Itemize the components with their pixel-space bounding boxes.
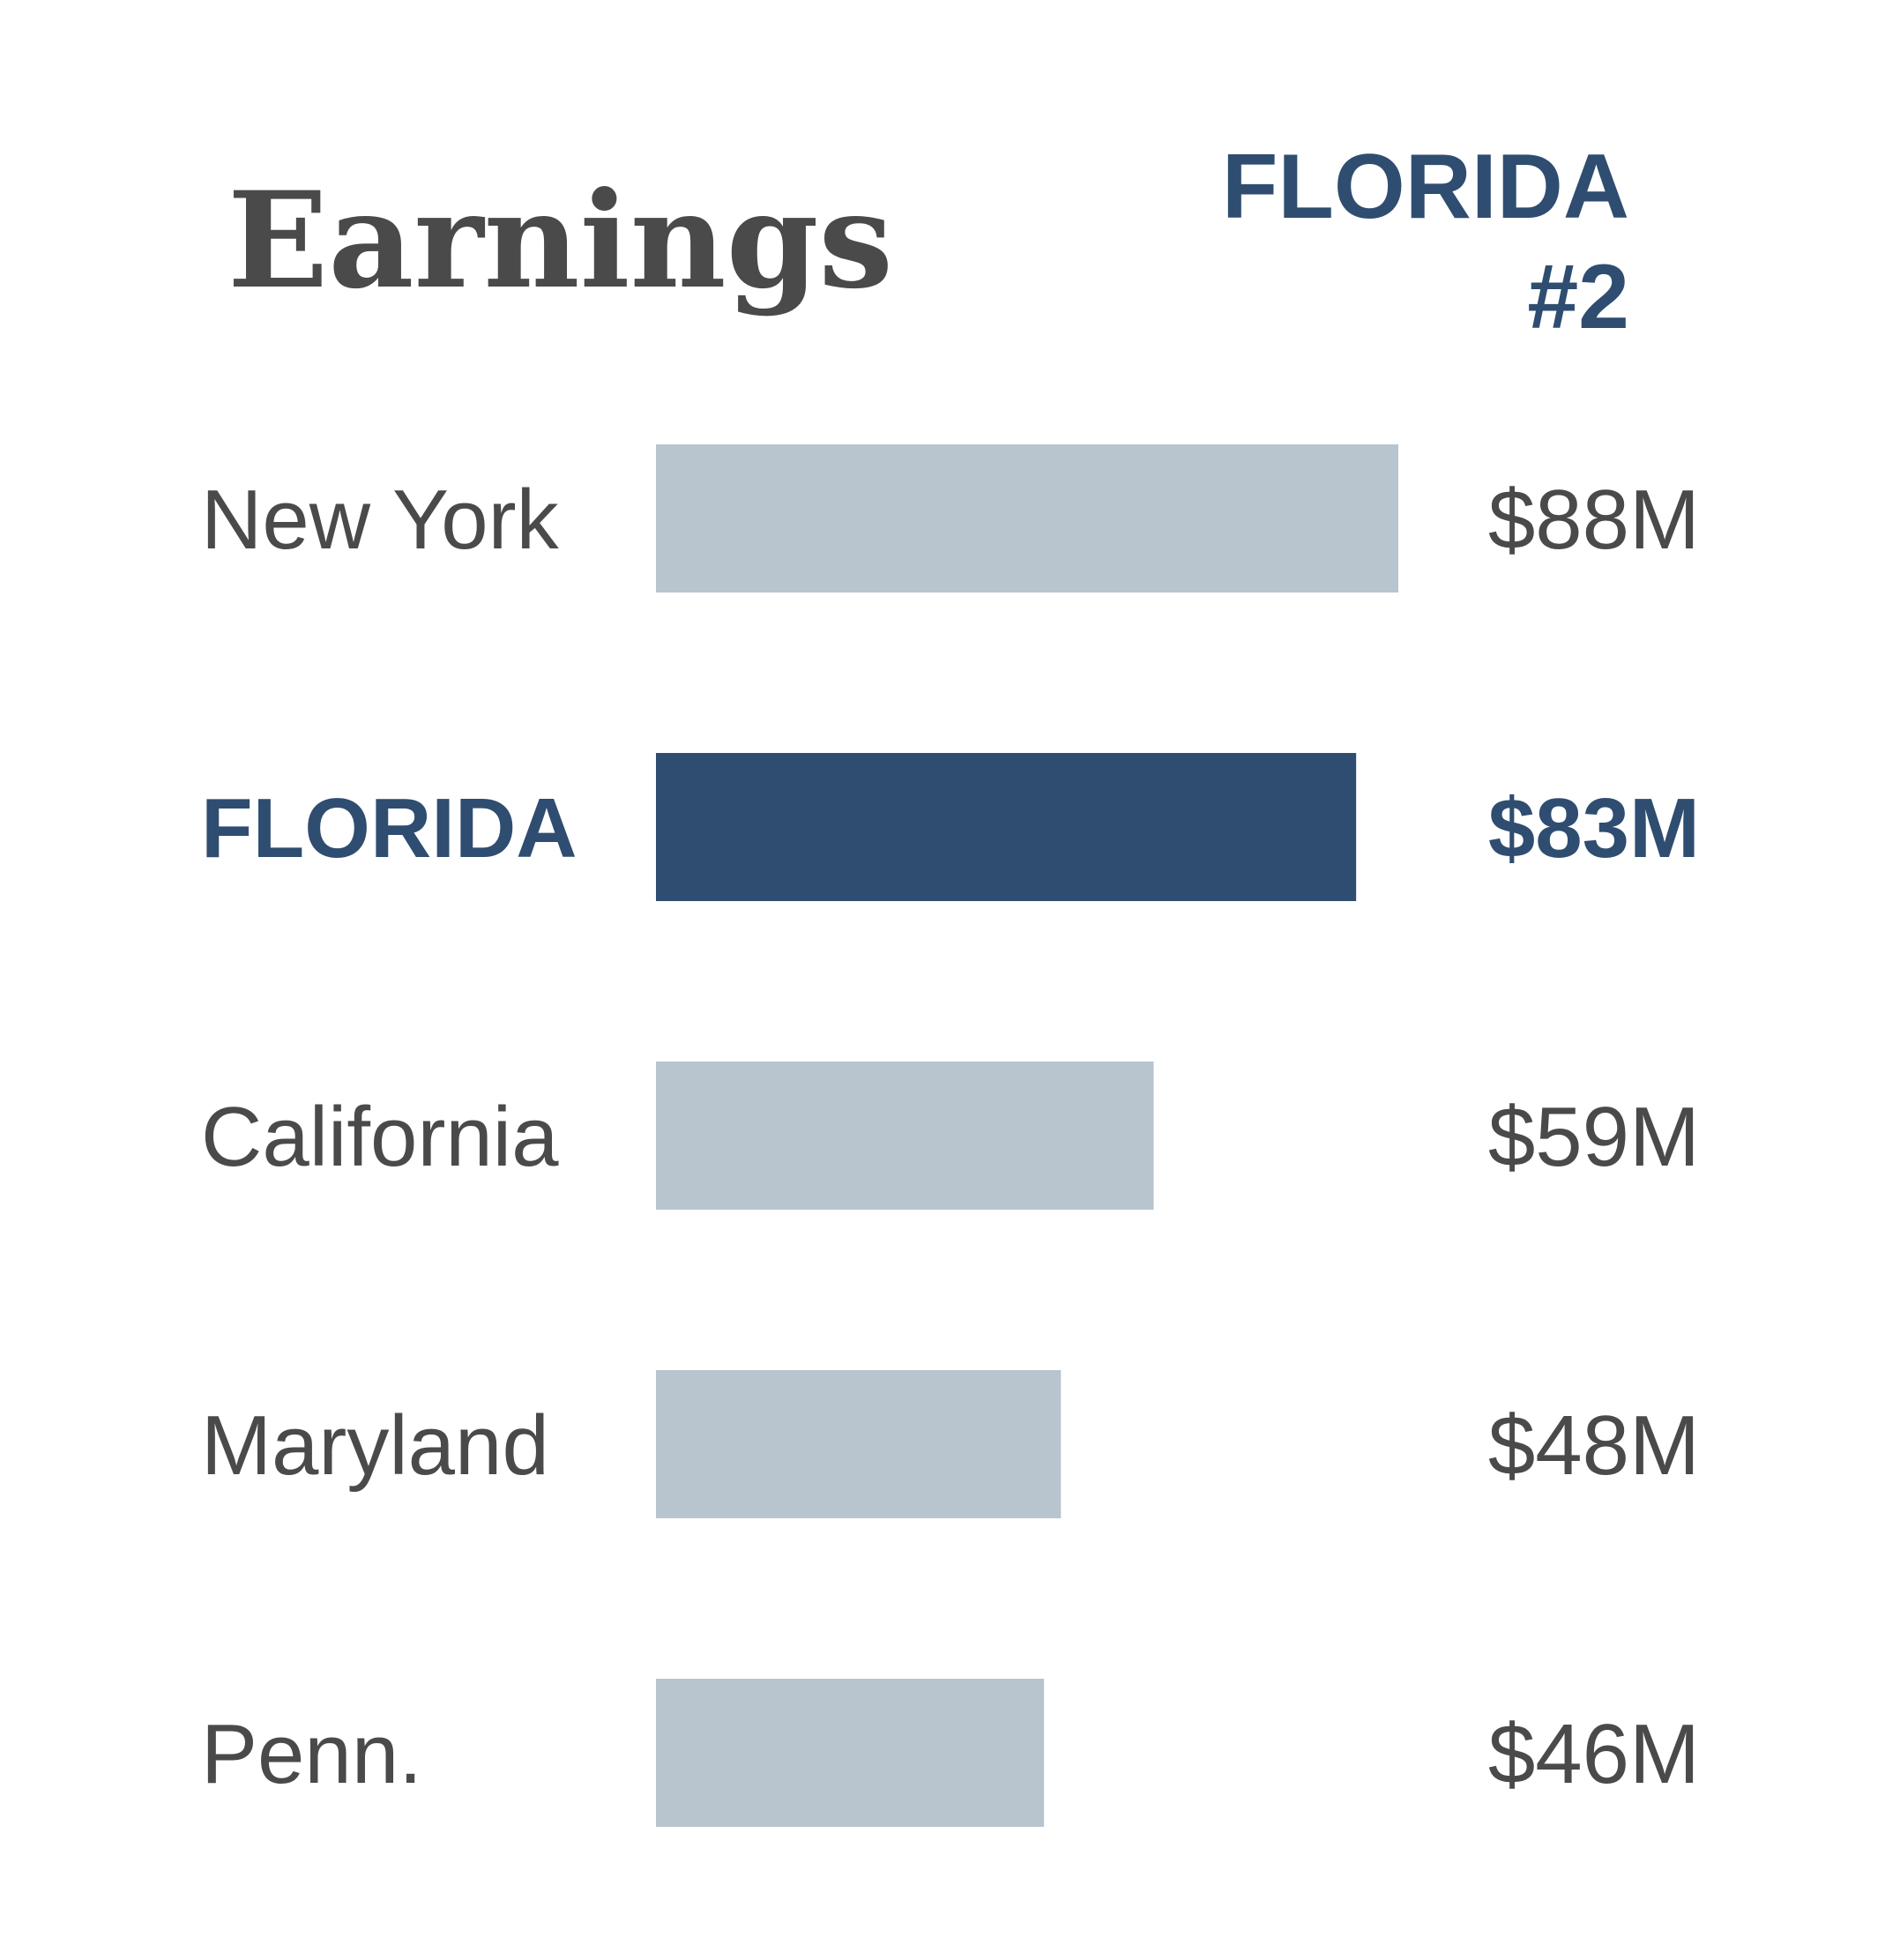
chart-title: Earnings [227, 163, 893, 318]
bar-penn [656, 1679, 1045, 1827]
bar-new-york [656, 444, 1398, 592]
highlight-badge-state: FLORIDA [1222, 136, 1629, 238]
category-label: California [201, 1090, 559, 1184]
value-label: $83M [1488, 781, 1700, 876]
category-label: New York [201, 473, 560, 567]
bar-maryland [656, 1370, 1062, 1518]
value-label: $48M [1488, 1398, 1700, 1493]
value-label: $46M [1488, 1707, 1700, 1801]
bar-california [656, 1062, 1154, 1210]
value-label: $59M [1488, 1090, 1700, 1184]
category-label: FLORIDA [201, 781, 577, 876]
value-label: $88M [1488, 473, 1700, 567]
category-label: Maryland [201, 1398, 549, 1493]
bar-florida [656, 753, 1357, 901]
category-label: Penn. [201, 1707, 422, 1801]
highlight-badge-rank: #2 [1527, 246, 1629, 348]
bars-group: New York $88M FLORIDA $83M California $59M Mar… [201, 444, 1700, 1827]
